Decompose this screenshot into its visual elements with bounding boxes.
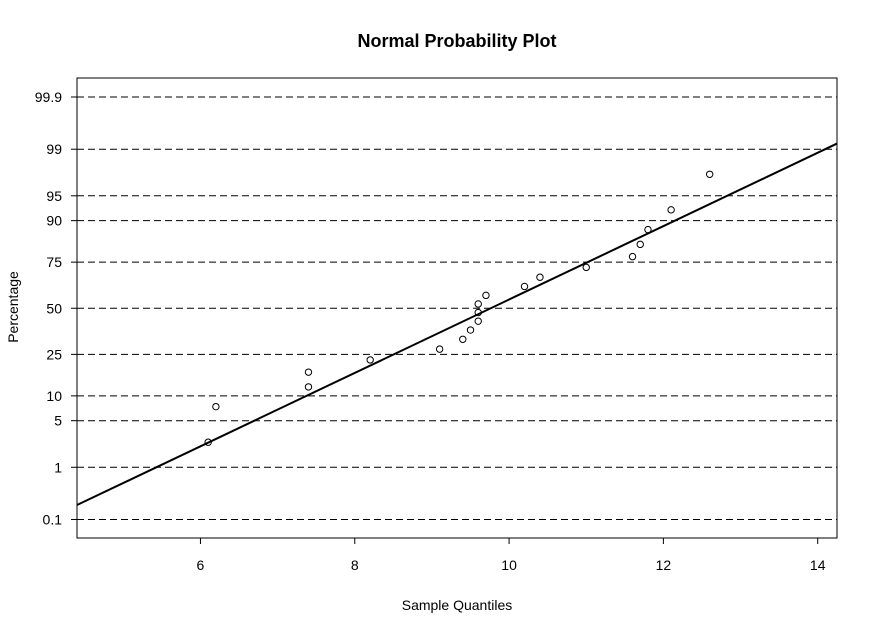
- data-point: [366, 356, 374, 364]
- y-tick-label: 0.1: [43, 512, 63, 528]
- data-point: [435, 345, 444, 353]
- y-tick-label: 99: [46, 141, 62, 157]
- data-point: [536, 273, 544, 281]
- y-tick-label: 5: [54, 413, 62, 429]
- data-point: [204, 438, 212, 446]
- y-tick-label: 90: [46, 213, 62, 229]
- y-tick-label: 99.9: [35, 89, 62, 105]
- data-points: [204, 170, 714, 446]
- grid-lines: [77, 96, 837, 520]
- x-tick-label: 6: [197, 557, 205, 573]
- y-axis: 0.1 1 5 10 25 50 75 90 95 99 99.9: [35, 89, 77, 528]
- y-axis-label: Percentage: [5, 271, 21, 343]
- x-tick-label: 12: [656, 557, 672, 573]
- plot-frame: [76, 77, 838, 539]
- y-tick-label: 10: [46, 388, 62, 404]
- x-tick-label: 8: [351, 557, 359, 573]
- data-point: [212, 402, 220, 411]
- data-point: [474, 300, 482, 308]
- data-point: [474, 308, 482, 317]
- data-point: [520, 282, 529, 291]
- y-tick-label: 95: [46, 188, 62, 204]
- y-tick-label: 50: [46, 300, 62, 316]
- data-point: [304, 383, 313, 391]
- data-point: [705, 170, 714, 178]
- data-point: [667, 206, 675, 214]
- y-tick-label: 25: [46, 346, 62, 362]
- data-point: [304, 368, 313, 376]
- data-point: [628, 252, 637, 261]
- x-axis-label: Sample Quantiles: [402, 597, 513, 613]
- data-point: [466, 326, 475, 334]
- chart-title: Normal Probability Plot: [357, 31, 556, 51]
- data-point: [482, 291, 490, 300]
- data-point: [644, 225, 652, 234]
- x-axis: 6 8 10 12 14: [197, 538, 826, 573]
- fit-line: [76, 142, 838, 506]
- x-tick-label: 14: [810, 557, 826, 573]
- data-point: [474, 317, 482, 325]
- data-point: [582, 263, 590, 272]
- fit-line-group: [76, 142, 838, 506]
- data-point: [459, 335, 467, 343]
- y-tick-label: 75: [46, 254, 62, 270]
- y-tick-label: 1: [54, 459, 62, 475]
- data-point: [636, 240, 644, 249]
- x-tick-label: 10: [501, 557, 517, 573]
